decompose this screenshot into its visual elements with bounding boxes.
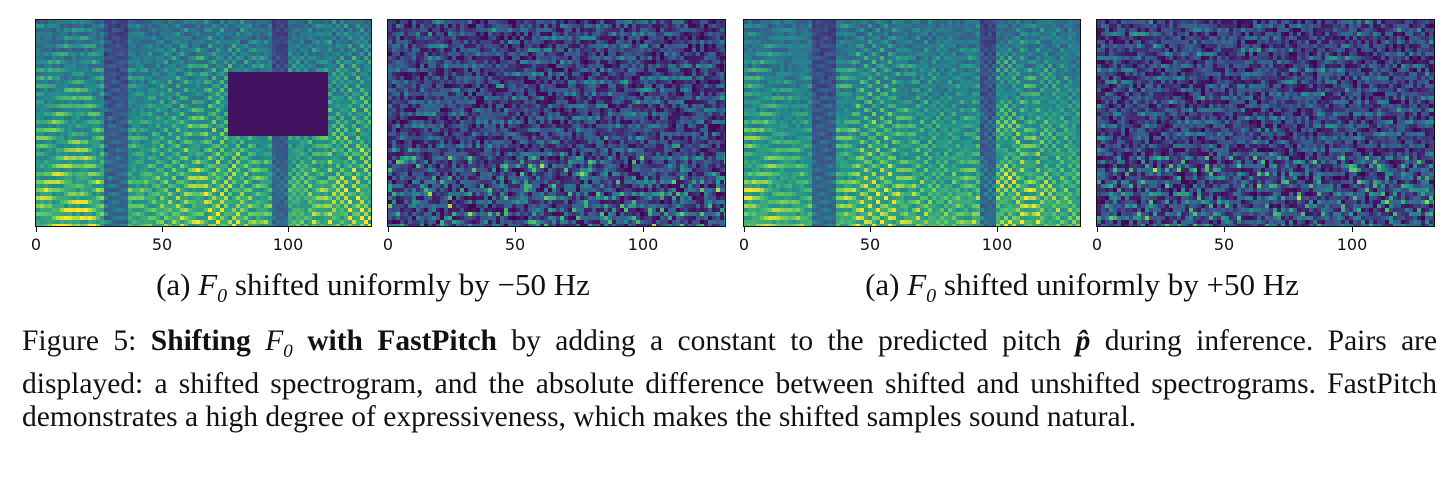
shift-unit: Hz	[1262, 267, 1299, 302]
caption-text-2: during inference. Pairs are displayed: a…	[22, 325, 1438, 433]
difference-panel-plus50	[1096, 19, 1435, 227]
x-tick-label: 100	[1336, 235, 1368, 254]
x-tick	[515, 226, 516, 232]
caption-text-1: by adding a constant to the predicted pi…	[511, 325, 1062, 357]
x-tick-label: 100	[272, 235, 304, 254]
shift-value: +50	[1206, 267, 1256, 302]
x-tick	[162, 226, 163, 232]
x-tick-label: 0	[382, 235, 394, 254]
x-tick	[643, 226, 644, 232]
x-axis-panel-1: 0 50 100	[31, 226, 371, 256]
x-tick	[288, 226, 289, 232]
x-tick-label: 0	[30, 235, 42, 254]
caption-label: Figure 5:	[22, 325, 137, 357]
x-tick	[1352, 226, 1353, 232]
difference-panel-minus50	[387, 19, 726, 227]
spectrogram-image	[744, 20, 1080, 226]
subcaption-left: (a) F0 shifted uniformly by −50 Hz	[156, 267, 590, 308]
difference-image	[388, 20, 725, 226]
spectrogram-image	[36, 20, 371, 226]
x-tick	[1224, 226, 1225, 232]
x-axis-panel-2: 0 50 100	[383, 226, 725, 256]
x-tick	[388, 226, 389, 232]
caption-bold-1: Shifting	[150, 325, 251, 357]
x-tick-label: 100	[981, 235, 1013, 254]
caption-bold-2: with FastPitch	[307, 325, 497, 357]
shift-value: −50	[497, 267, 547, 302]
x-tick	[997, 226, 998, 232]
x-tick-label: 100	[627, 235, 659, 254]
x-axis-panel-3: 0 50 100	[739, 226, 1080, 256]
subcaption-prefix: (a)	[156, 267, 191, 302]
spectrogram-panel-minus50	[35, 19, 372, 227]
x-tick-label: 0	[738, 235, 750, 254]
pitch-symbol: p̂	[1075, 325, 1091, 357]
subcaption-text: shifted uniformly by	[234, 267, 490, 302]
x-tick	[870, 226, 871, 232]
subcaption-right: (a) F0 shifted uniformly by +50 Hz	[865, 267, 1299, 308]
x-tick	[1097, 226, 1098, 232]
difference-image	[1097, 20, 1434, 226]
x-tick	[36, 226, 37, 232]
f0-symbol: F0	[265, 325, 293, 362]
subcaption-prefix: (a)	[865, 267, 900, 302]
spectrogram-panel-plus50	[743, 19, 1081, 227]
f0-symbol: F0	[907, 267, 937, 308]
subcaption-text: shifted uniformly by	[943, 267, 1199, 302]
shift-unit: Hz	[553, 267, 590, 302]
x-tick	[744, 226, 745, 232]
x-tick-label: 50	[504, 235, 526, 254]
x-tick-label: 50	[151, 235, 173, 254]
figure-caption: Figure 5: Shifting F0 with FastPitch by …	[22, 325, 1437, 434]
f0-symbol: F0	[198, 267, 228, 308]
x-tick-label: 0	[1091, 235, 1103, 254]
x-tick-label: 50	[859, 235, 881, 254]
x-axis-panel-4: 0 50 100	[1092, 226, 1434, 256]
x-tick-label: 50	[1213, 235, 1235, 254]
